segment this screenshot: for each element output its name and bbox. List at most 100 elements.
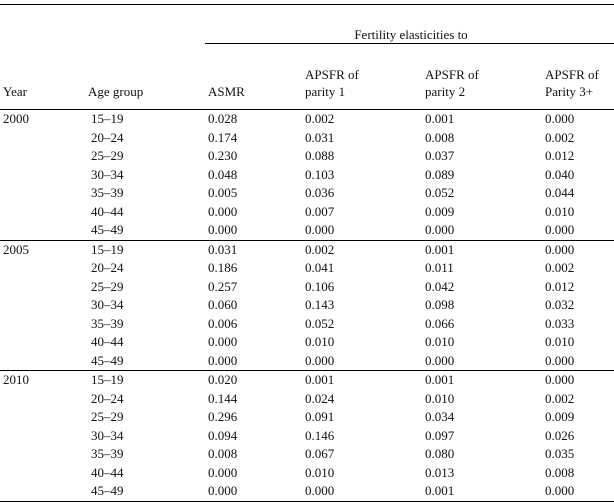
age-group-cell: 35–39 [91, 315, 124, 331]
header-blank [0, 4, 205, 44]
value-cell: 0.094 [208, 427, 238, 443]
value-cell: 0.020 [208, 372, 238, 387]
column-header-row: Year Age group ASMR APSFR of parity 1 APSFR … [0, 43, 614, 110]
age-group-cell: 35–39 [91, 185, 124, 200]
value-cell: 0.001 [425, 111, 455, 126]
year-cell [0, 427, 85, 446]
data-row: 2000 15–19 0.028 0.002 0.001 0.000 [0, 110, 614, 129]
value-cell: 0.001 [305, 372, 335, 387]
column-header: APSFR of parity 1 [302, 43, 422, 110]
value-cell: 0.091 [305, 409, 335, 424]
value-cell: 0.009 [545, 409, 575, 424]
value-cell: 0.040 [545, 166, 575, 182]
value-cell: 0.146 [305, 427, 335, 443]
value-cell: 0.001 [425, 372, 455, 387]
value-cell: 0.097 [425, 427, 455, 443]
data-row: 20–24 0.186 0.041 0.011 0.002 [0, 259, 614, 278]
value-cell: 0.098 [425, 297, 455, 312]
data-row: 20–24 0.144 0.024 0.010 0.002 [0, 390, 614, 409]
spanner-header: Fertility elasticities to [205, 4, 614, 44]
value-cell: 0.144 [208, 390, 238, 406]
age-group-cell: 30–34 [91, 297, 124, 312]
value-cell: 0.048 [208, 166, 238, 182]
data-row: 25–29 0.230 0.088 0.037 0.012 [0, 147, 614, 166]
year-cell [0, 482, 85, 502]
value-cell: 0.005 [208, 185, 238, 200]
value-cell: 0.089 [425, 166, 455, 182]
age-group-cell: 35–39 [91, 446, 124, 461]
value-cell: 0.031 [305, 129, 335, 145]
year-cell [0, 184, 85, 203]
value-cell: 0.024 [305, 390, 335, 406]
value-cell: 0.001 [422, 482, 542, 502]
year-cell [0, 203, 85, 222]
value-cell: 0.041 [305, 260, 335, 275]
value-cell: 0.000 [302, 221, 422, 241]
age-group-cell: 30–34 [91, 166, 124, 182]
year-cell [0, 408, 85, 427]
value-cell: 0.002 [545, 390, 575, 406]
year-cell: 2010 [3, 372, 29, 387]
value-cell: 0.106 [305, 278, 335, 294]
age-group-cell: 25–29 [91, 409, 124, 424]
value-cell: 0.036 [305, 185, 335, 200]
year-cell [0, 296, 85, 315]
value-cell: 0.143 [305, 297, 335, 312]
data-row: 40–44 0.000 0.010 0.010 0.010 [0, 333, 614, 352]
value-cell: 0.001 [425, 241, 455, 257]
data-row: 30–34 0.048 0.103 0.089 0.040 [0, 166, 614, 185]
column-header-text: APSFR of parity 2 [425, 67, 479, 99]
year-cell [0, 259, 85, 278]
value-cell: 0.230 [208, 148, 238, 163]
value-cell: 0.031 [208, 241, 238, 257]
column-header-text: APSFR of parity 1 [305, 67, 359, 99]
value-cell: 0.000 [208, 203, 238, 219]
year-cell [0, 147, 85, 166]
value-cell: 0.032 [545, 297, 575, 312]
data-row: 45–49 0.000 0.000 0.000 0.000 [0, 221, 614, 241]
value-cell: 0.010 [545, 203, 575, 219]
age-group-cell: 45–49 [85, 351, 205, 371]
age-group-cell: 15–19 [91, 241, 124, 257]
value-cell: 0.000 [422, 221, 542, 241]
value-cell: 0.008 [208, 446, 238, 461]
value-cell: 0.067 [305, 446, 335, 461]
year-cell [0, 315, 85, 334]
year-cell [0, 333, 85, 352]
age-group-cell: 15–19 [91, 111, 124, 126]
value-cell: 0.186 [208, 260, 238, 275]
value-cell: 0.042 [425, 278, 455, 294]
year-cell [0, 221, 85, 241]
value-cell: 0.000 [545, 372, 575, 387]
header-row: Fertility elasticities to [0, 4, 614, 44]
age-group-cell: 40–44 [91, 334, 124, 349]
age-group-cell: 30–34 [91, 427, 124, 443]
value-cell: 0.009 [425, 203, 455, 219]
value-cell: 0.257 [208, 278, 238, 294]
value-cell: 0.000 [542, 482, 614, 502]
data-row: 40–44 0.000 0.007 0.009 0.010 [0, 203, 614, 222]
column-header: Age group [85, 43, 205, 110]
value-cell: 0.103 [305, 166, 335, 182]
data-row: 30–34 0.094 0.146 0.097 0.026 [0, 427, 614, 446]
value-cell: 0.012 [545, 148, 575, 163]
age-group-cell: 25–29 [91, 148, 124, 163]
elasticity-table: Fertility elasticities to Year Age group A… [0, 4, 614, 502]
value-cell: 0.000 [302, 482, 422, 502]
age-group-cell: 20–24 [91, 390, 124, 406]
year-cell: 2000 [3, 111, 29, 126]
value-cell: 0.000 [208, 464, 238, 480]
year-cell [0, 278, 85, 297]
value-cell: 0.060 [208, 297, 238, 312]
year-cell [0, 464, 85, 483]
data-row: 30–34 0.060 0.143 0.098 0.032 [0, 296, 614, 315]
value-cell: 0.044 [545, 185, 575, 200]
value-cell: 0.000 [208, 334, 238, 349]
column-header: ASMR [205, 43, 302, 110]
value-cell: 0.010 [425, 334, 455, 349]
value-cell: 0.028 [208, 111, 238, 126]
value-cell: 0.033 [545, 315, 575, 331]
value-cell: 0.008 [425, 129, 455, 145]
value-cell: 0.013 [425, 464, 455, 480]
